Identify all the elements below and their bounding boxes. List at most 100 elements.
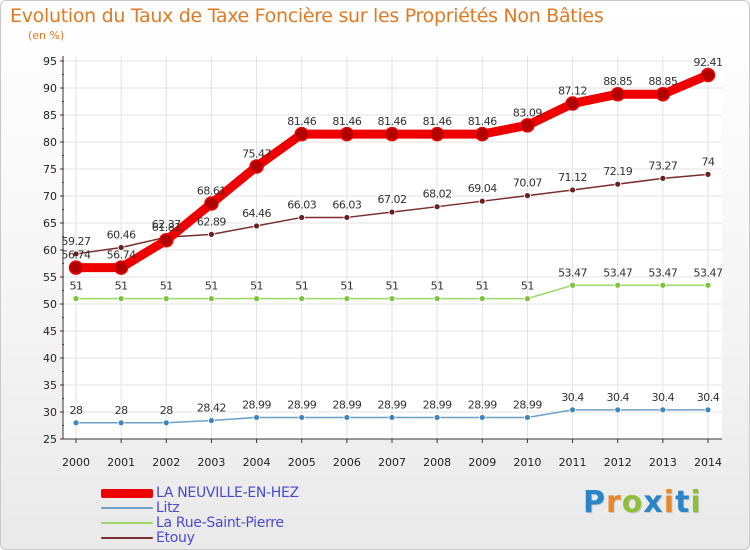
proxiti-logo: Proxiti (583, 485, 702, 520)
data-label-2: 51 (521, 280, 534, 293)
x-tick-label: 2003 (197, 456, 225, 469)
data-label-1: 28 (160, 404, 173, 417)
y-tick-label: 40 (43, 352, 57, 365)
data-point-3 (569, 186, 576, 194)
data-label-0: 88.85 (603, 75, 632, 88)
data-label-0: 75.47 (242, 147, 271, 160)
data-point-0 (339, 126, 355, 142)
data-label-3: 68.02 (423, 188, 452, 201)
data-point-3 (478, 197, 486, 205)
data-point-1 (569, 406, 576, 414)
data-label-0: 87.12 (558, 85, 587, 98)
data-label-3: 60.46 (107, 229, 136, 242)
data-point-2 (433, 295, 441, 303)
data-label-0: 61.81 (152, 221, 181, 234)
data-label-2: 51 (115, 280, 128, 293)
x-tick-label: 2010 (513, 456, 541, 469)
chart-title: Evolution du Taux de Taxe Foncière sur l… (10, 5, 604, 27)
data-label-3: 72.19 (603, 165, 632, 178)
data-label-0: 81.46 (287, 115, 316, 128)
data-label-2: 53.47 (694, 266, 723, 279)
x-tick-label: 2001 (107, 456, 135, 469)
data-point-2 (614, 281, 622, 289)
data-label-3: 66.03 (287, 198, 316, 211)
data-point-3 (72, 250, 80, 258)
x-tick-label: 2007 (378, 456, 406, 469)
data-point-2 (117, 295, 125, 303)
data-label-2: 51 (476, 280, 489, 293)
data-point-3 (524, 192, 531, 200)
x-tick-label: 2008 (423, 456, 451, 469)
data-label-2: 51 (295, 280, 308, 293)
data-point-2 (343, 295, 351, 303)
data-label-1: 28.99 (423, 398, 452, 411)
x-tick-label: 2013 (649, 456, 677, 469)
data-point-0 (68, 260, 84, 275)
data-label-1: 28 (70, 404, 83, 417)
data-point-2 (253, 295, 260, 303)
data-point-0 (565, 96, 580, 111)
y-tick-label: 85 (43, 109, 57, 122)
logo-letter: i (690, 485, 702, 520)
data-point-2 (478, 295, 486, 303)
data-label-3: 71.12 (558, 171, 587, 184)
data-label-2: 51 (431, 280, 444, 293)
data-point-0 (159, 232, 174, 248)
x-tick-label: 2004 (243, 456, 271, 469)
data-label-0: 81.46 (468, 115, 497, 128)
data-label-0: 56.74 (107, 249, 136, 262)
data-label-2: 51 (386, 280, 399, 293)
legend-swatch-etouy (101, 537, 153, 539)
data-label-3: 73.27 (648, 159, 677, 172)
data-point-1 (72, 419, 80, 427)
data-label-0: 92.41 (694, 56, 723, 69)
x-tick-label: 2011 (559, 456, 587, 469)
y-tick-label: 95 (43, 55, 57, 68)
data-label-1: 28.99 (468, 398, 497, 411)
data-label-1: 28.99 (332, 398, 361, 411)
data-point-0 (520, 118, 535, 133)
data-label-1: 30.4 (606, 391, 629, 404)
data-label-1: 28.99 (378, 398, 407, 411)
data-point-0 (655, 86, 671, 102)
data-point-3 (208, 230, 215, 238)
data-point-3 (433, 203, 441, 211)
data-label-0: 68.61 (197, 185, 226, 198)
legend-label-etouy: Etouy (156, 530, 195, 546)
data-point-1 (524, 414, 531, 421)
data-point-1 (478, 414, 486, 421)
data-label-2: 53.47 (558, 266, 587, 279)
y-tick-label: 30 (43, 406, 57, 419)
data-point-3 (614, 180, 622, 188)
x-tick-label: 2012 (604, 456, 632, 469)
logo-letter: P (583, 485, 606, 520)
x-tick-label: 2002 (152, 456, 180, 469)
data-point-3 (388, 208, 396, 216)
data-label-3: 62.37 (152, 218, 181, 231)
y-tick-label: 45 (43, 325, 57, 338)
data-label-1: 28.99 (287, 398, 316, 411)
data-label-0: 56.74 (62, 249, 91, 262)
logo-letter: t (675, 485, 691, 520)
data-point-0 (429, 126, 445, 142)
data-label-3: 64.46 (242, 207, 271, 220)
data-label-3: 67.02 (378, 193, 407, 206)
data-point-0 (384, 126, 400, 142)
data-point-3 (343, 214, 351, 221)
legend-swatch-litz (101, 507, 153, 509)
data-point-3 (659, 174, 667, 182)
data-point-1 (162, 419, 170, 427)
data-point-1 (253, 414, 260, 421)
data-point-1 (117, 419, 125, 427)
data-label-3: 69.04 (468, 182, 497, 195)
data-point-0 (475, 126, 490, 142)
data-label-2: 53.47 (603, 266, 632, 279)
data-label-1: 28.42 (197, 402, 226, 415)
data-point-1 (208, 417, 215, 424)
legend-label-la-rue-saint-pierre: La Rue-Saint-Pierre (156, 515, 284, 531)
y-tick-label: 90 (43, 82, 57, 95)
x-tick-label: 2006 (333, 456, 361, 469)
data-point-1 (433, 414, 441, 421)
